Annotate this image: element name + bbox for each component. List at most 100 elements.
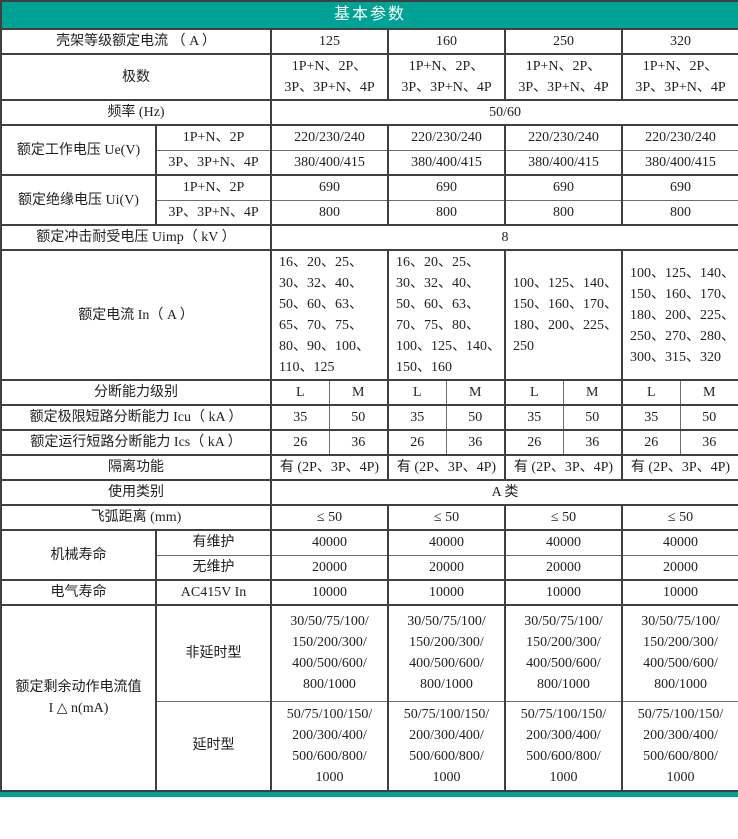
- row-frequency: 频率 (Hz) 50/60: [0, 99, 738, 126]
- row-label: 分断能力级别: [0, 379, 272, 406]
- cell-value: 250: [504, 28, 623, 55]
- row-ics: 额定运行短路分断能力 Ics（ kA ） 26 36 26 36 26 36 2…: [0, 429, 738, 456]
- cell-value: 1P+N、2P、 3P、3P+N、4P: [387, 53, 506, 101]
- cell-value: 40000: [620, 529, 738, 556]
- cell-value: M: [445, 379, 506, 406]
- cell-value: 20000: [270, 554, 389, 581]
- cell-value: 800: [270, 199, 389, 226]
- sub-row-label: 1P+N、2P: [155, 124, 272, 151]
- row-elec-life: 电气寿命 AC415V In 10000 10000 10000 10000: [0, 579, 738, 606]
- row-label: 额定绝缘电压 Ui(V): [0, 174, 157, 226]
- cell-value: 380/400/415: [504, 149, 623, 176]
- cell-value: 16、20、25、 30、32、40、 50、60、63、 65、70、75、 …: [270, 249, 389, 381]
- cell-value: ≤ 50: [504, 504, 623, 531]
- sub-row-label: AC415V In: [155, 579, 272, 606]
- row-frame-current: 壳架等级额定电流 （ A ） 125 160 250 320: [0, 28, 738, 55]
- row-usage-category: 使用类别 A 类: [0, 479, 738, 506]
- cell-value: M: [562, 379, 623, 406]
- row-residual-delay: 延时型 50/75/100/150/ 200/300/400/ 500/600/…: [1, 700, 738, 792]
- cell-value: 40000: [270, 529, 389, 556]
- row-uimp: 额定冲击耐受电压 Uimp（ kV ） 8: [0, 224, 738, 251]
- row-label: 壳架等级额定电流 （ A ）: [0, 28, 272, 55]
- cell-value: 16、20、25、 30、32、40、 50、60、63、 70、75、80、 …: [387, 249, 506, 381]
- row-label: 额定极限短路分断能力 Icu（ kA ）: [0, 404, 272, 431]
- sub-row-label: 3P、3P+N、4P: [155, 199, 272, 226]
- row-breaking-class: 分断能力级别 L M L M L M L M: [0, 379, 738, 406]
- sub-row-label: 非延时型: [155, 604, 272, 702]
- row-label: 极数: [0, 53, 272, 101]
- cell-value: 380/400/415: [387, 149, 506, 176]
- cell-value: 有 (2P、3P、4P): [387, 454, 506, 481]
- cell-value: 1P+N、2P、 3P、3P+N、4P: [620, 53, 738, 101]
- cell-value: 690: [270, 174, 389, 201]
- row-label: 额定运行短路分断能力 Ics（ kA ）: [0, 429, 272, 456]
- cell-value: A 类: [269, 479, 738, 506]
- cell-value: 30/50/75/100/ 150/200/300/ 400/500/600/ …: [270, 604, 389, 702]
- cell-value: 800: [620, 199, 738, 226]
- row-label: 机械寿命: [0, 529, 157, 581]
- row-ue-2: 3P、3P+N、4P 380/400/415 380/400/415 380/4…: [1, 149, 738, 176]
- cell-value: ≤ 50: [270, 504, 389, 531]
- table-title: 基本参数: [0, 0, 738, 30]
- sub-row-label: 1P+N、2P: [155, 174, 272, 201]
- cell-value: 800: [387, 199, 506, 226]
- cell-value: 50: [679, 404, 738, 431]
- spec-sheet: 基本参数 壳架等级额定电流 （ A ） 125 160 250 320 极数 1…: [0, 0, 738, 797]
- cell-value: 有 (2P、3P、4P): [620, 454, 738, 481]
- cell-value: 380/400/415: [620, 149, 738, 176]
- cell-value: 220/230/240: [270, 124, 389, 151]
- sub-row-label: 有维护: [155, 529, 272, 556]
- cell-value: 30/50/75/100/ 150/200/300/ 400/500/600/ …: [504, 604, 623, 702]
- row-label: 隔离功能: [0, 454, 272, 481]
- cell-value: ≤ 50: [620, 504, 738, 531]
- cell-value: 10000: [504, 579, 623, 606]
- row-label: 额定工作电压 Ue(V): [0, 124, 157, 176]
- cell-value: 50: [328, 404, 389, 431]
- cell-value: 30/50/75/100/ 150/200/300/ 400/500/600/ …: [620, 604, 738, 702]
- cell-value: 125: [270, 28, 389, 55]
- cell-value: 26: [387, 429, 447, 456]
- row-label: 飞弧距离 (mm): [0, 504, 272, 531]
- row-ue-1: 额定工作电压 Ue(V) 1P+N、2P 220/230/240 220/230…: [0, 124, 738, 176]
- cell-value: 320: [620, 28, 738, 55]
- cell-value: 800: [504, 199, 623, 226]
- row-label: 电气寿命: [0, 579, 157, 606]
- cell-value: 26: [504, 429, 564, 456]
- cell-value: M: [328, 379, 389, 406]
- cell-value: 50/60: [269, 99, 738, 126]
- row-poles: 极数 1P+N、2P、 3P、3P+N、4P 1P+N、2P、 3P、3P+N、…: [0, 53, 738, 101]
- row-label: 额定冲击耐受电压 Uimp（ kV ）: [0, 224, 272, 251]
- cell-value: 35: [270, 404, 330, 431]
- cell-value: 20000: [387, 554, 506, 581]
- cell-value: 8: [269, 224, 738, 251]
- cell-value: 690: [504, 174, 623, 201]
- cell-value: 20000: [504, 554, 623, 581]
- row-ui-2: 3P、3P+N、4P 800 800 800 800: [1, 199, 738, 226]
- sub-row-label: 无维护: [155, 554, 272, 581]
- cell-value: 有 (2P、3P、4P): [504, 454, 623, 481]
- sub-row-label: 延时型: [155, 700, 272, 792]
- cell-value: 26: [621, 429, 681, 456]
- cell-value: 36: [562, 429, 623, 456]
- row-rated-current: 额定电流 In（ A ） 16、20、25、 30、32、40、 50、60、6…: [0, 249, 738, 381]
- cell-value: 690: [387, 174, 506, 201]
- cell-value: 36: [328, 429, 389, 456]
- cell-value: 380/400/415: [270, 149, 389, 176]
- cell-value: 35: [504, 404, 564, 431]
- cell-value: 有 (2P、3P、4P): [270, 454, 389, 481]
- cell-value: 690: [620, 174, 738, 201]
- cell-value: 36: [445, 429, 506, 456]
- cell-value: 20000: [620, 554, 738, 581]
- row-residual-nondelay: 额定剩余动作电流值 I △ n(mA) 非延时型 30/50/75/100/ 1…: [0, 604, 738, 792]
- bottom-accent-bar: [0, 792, 738, 797]
- table-header-row: 基本参数: [0, 0, 738, 30]
- cell-value: 1P+N、2P、 3P、3P+N、4P: [504, 53, 623, 101]
- row-mech-life-1: 机械寿命 有维护 40000 40000 40000 40000: [0, 529, 738, 581]
- cell-value: 40000: [387, 529, 506, 556]
- cell-value: L: [387, 379, 447, 406]
- row-ui-1: 额定绝缘电压 Ui(V) 1P+N、2P 690 690 690 690: [0, 174, 738, 226]
- cell-value: 50/75/100/150/ 200/300/400/ 500/600/800/…: [504, 700, 623, 792]
- cell-value: 220/230/240: [504, 124, 623, 151]
- cell-value: 160: [387, 28, 506, 55]
- cell-value: 1P+N、2P、 3P、3P+N、4P: [270, 53, 389, 101]
